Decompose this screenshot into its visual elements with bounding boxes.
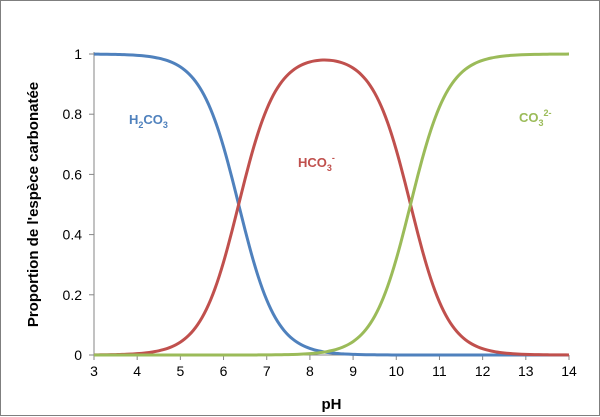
x-tick-label: 3: [90, 363, 98, 379]
y-tick-label: 0.2: [63, 287, 83, 303]
series-lines: [93, 52, 570, 357]
series-labels: H2CO3 HCO3- CO32-: [129, 108, 552, 173]
x-tick-label: 13: [518, 363, 534, 379]
x-tick-label: 5: [176, 363, 184, 379]
y-tick-label: 0.8: [63, 106, 83, 122]
h2co3-label: H2CO3: [129, 112, 168, 130]
axes: [89, 52, 570, 360]
co3-label: CO32-: [519, 108, 552, 128]
y-tick-label: 0: [74, 347, 82, 363]
hco3-label: HCO3-: [298, 153, 335, 173]
x-tick-label: 10: [388, 363, 404, 379]
x-tick-label: 7: [263, 363, 271, 379]
x-tick-label: 14: [561, 363, 577, 379]
x-tick-label: 9: [349, 363, 357, 379]
y-tick-label: 0.4: [63, 227, 83, 243]
y-tick-label: 1: [74, 46, 82, 62]
x-axis-title: pH: [322, 396, 342, 413]
x-tick-label: 11: [432, 363, 447, 379]
x-tick-label: 4: [133, 363, 141, 379]
y-axis-title: Proportion de l'espèce carbonatée: [25, 82, 42, 327]
x-tick-label: 8: [306, 363, 314, 379]
co3-line: [93, 52, 570, 357]
y-tick-label: 0.6: [63, 166, 83, 182]
hco3-line: [93, 58, 570, 357]
x-tick-labels: 3 4 5 6 7 8 9 10 11 12 13 14: [90, 363, 577, 379]
y-tick-labels: 0 0.2 0.4 0.6 0.8 1: [63, 46, 83, 363]
x-tick-label: 6: [220, 363, 228, 379]
h2co3-line: [93, 52, 569, 357]
x-tick-label: 12: [475, 363, 491, 379]
